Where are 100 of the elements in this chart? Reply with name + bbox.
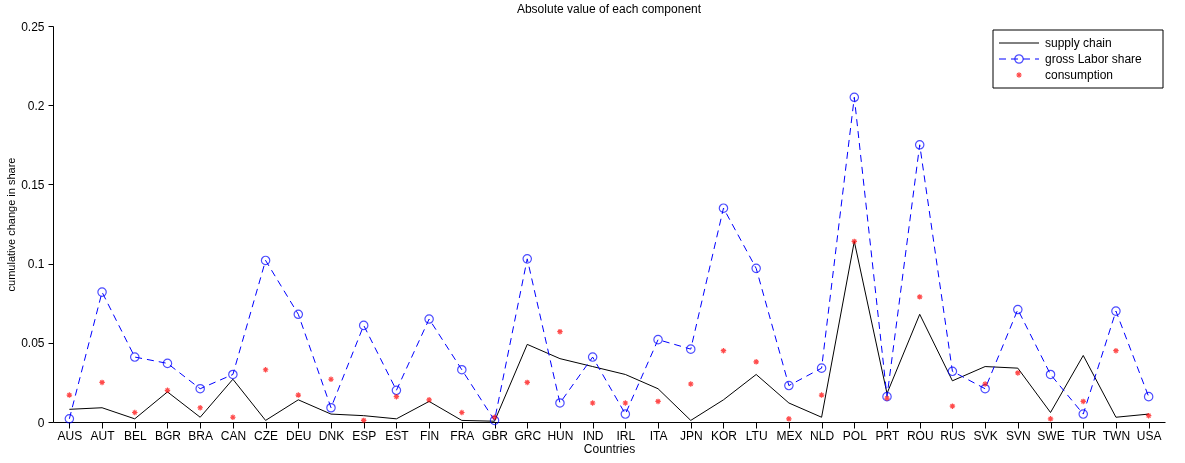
x-tick-label: FIN: [419, 428, 440, 443]
x-tick-label: BRA: [188, 428, 214, 443]
x-tick-label: PRT: [875, 428, 901, 443]
x-tick-label: IRL: [616, 428, 636, 443]
x-tick-label: SVN: [1005, 428, 1031, 443]
point: [229, 413, 237, 421]
point: [162, 358, 173, 369]
point: [1078, 409, 1089, 419]
point: [358, 320, 369, 331]
point: [620, 409, 631, 419]
x-tick-label: GBR: [482, 428, 509, 443]
point: [523, 379, 531, 386]
point: [685, 344, 696, 354]
point: [491, 413, 498, 421]
point: [391, 385, 402, 396]
x-tick-label: RUS: [940, 428, 966, 443]
point: [622, 399, 629, 407]
point: [850, 238, 858, 245]
point: [98, 379, 106, 386]
point: [818, 391, 825, 399]
x-tick-label: EST: [385, 428, 410, 443]
point: [752, 358, 760, 366]
point: [262, 366, 269, 374]
point: [849, 92, 860, 103]
point: [522, 254, 533, 264]
x-tick-label: ESP: [352, 428, 377, 443]
point: [981, 380, 989, 388]
point: [1045, 369, 1056, 380]
point: [97, 287, 107, 297]
x-tick-label: USA: [1136, 428, 1162, 443]
point: [555, 398, 565, 408]
point: [393, 393, 400, 400]
point: [1111, 306, 1121, 316]
y-tick-label: 0: [37, 415, 45, 430]
point: [129, 352, 140, 362]
point: [589, 399, 596, 407]
point: [949, 402, 956, 410]
point: [718, 203, 729, 213]
point: [816, 363, 827, 373]
legend-label: gross Labor share: [1045, 52, 1143, 66]
x-axis-title: Countries: [583, 441, 636, 456]
point: [914, 140, 925, 150]
point: [785, 415, 793, 423]
point: [1143, 391, 1154, 402]
point: [294, 391, 302, 399]
x-tick-label: BEL: [123, 428, 147, 443]
point: [260, 255, 271, 266]
x-tick-label: DEU: [286, 428, 312, 443]
point: [195, 383, 205, 394]
x-tick-label: FRA: [450, 428, 475, 443]
point: [327, 375, 335, 383]
point: [360, 417, 368, 424]
legend-label: consumption: [1045, 68, 1114, 82]
point: [326, 402, 336, 413]
x-tick-label: MEX: [776, 428, 803, 443]
point: [424, 314, 434, 324]
point: [587, 352, 598, 362]
x-tick-label: GRC: [514, 428, 542, 443]
y-axis-title: cumulative change in share: [5, 157, 18, 292]
y-tick-label: 0.25: [21, 19, 45, 34]
x-tick-label: NLD: [810, 428, 835, 443]
x-tick-label: KOR: [710, 428, 738, 443]
x-tick-label: BGR: [154, 428, 182, 443]
point: [751, 263, 761, 274]
point: [1079, 398, 1087, 405]
x-tick-label: AUT: [90, 428, 116, 443]
x-tick-label: ITA: [649, 428, 668, 443]
x-tick-label: TUR: [1071, 428, 1097, 443]
x-tick-label: TWN: [1102, 428, 1131, 443]
point: [687, 380, 695, 388]
point: [1047, 415, 1054, 423]
chart-title: Absolute value of each component: [516, 2, 702, 16]
x-tick-label: LTU: [745, 428, 768, 443]
point: [947, 366, 958, 377]
y-tick-label: 0.2: [27, 98, 45, 113]
point: [228, 369, 238, 380]
point: [164, 386, 171, 394]
x-tick-label: JPN: [679, 428, 703, 443]
x-tick-label: CZE: [254, 428, 279, 443]
point: [556, 328, 564, 336]
point: [980, 383, 990, 394]
point: [196, 404, 204, 412]
point: [1014, 369, 1022, 377]
point: [1112, 347, 1120, 355]
point: [425, 396, 433, 404]
point: [784, 380, 794, 391]
x-tick-label: SWE: [1037, 428, 1065, 443]
x-tick-label: SVK: [973, 428, 998, 443]
y-tick-label: 0.1: [27, 257, 45, 272]
x-tick-label: DNK: [318, 428, 345, 443]
point: [458, 409, 466, 416]
x-tick-label: ROU: [906, 428, 934, 443]
point: [654, 398, 662, 405]
point: [916, 293, 924, 301]
point: [653, 334, 663, 345]
point: [457, 364, 467, 375]
point: [66, 391, 73, 399]
legend-label: supply chain: [1045, 36, 1112, 50]
x-tick-label: AUS: [57, 428, 83, 443]
x-tick-label: POL: [842, 428, 868, 443]
